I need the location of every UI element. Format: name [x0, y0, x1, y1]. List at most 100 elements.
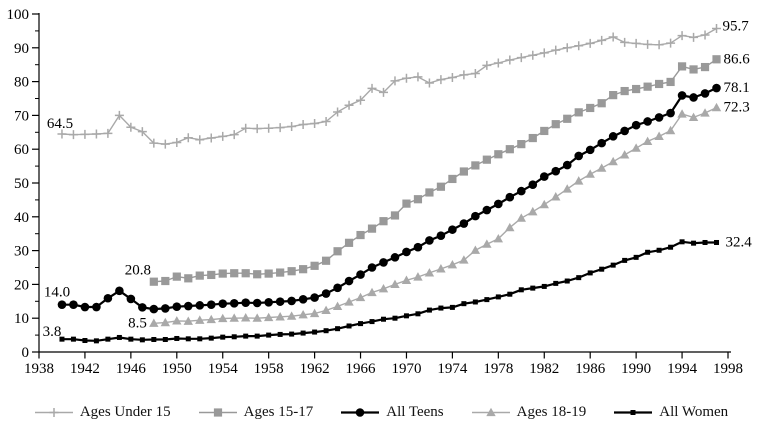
- triangle-marker-icon: [711, 102, 722, 112]
- circle-marker-icon: [149, 304, 159, 314]
- plus-marker-icon: [608, 32, 618, 42]
- series-line-ages-18-19: [153, 106, 717, 324]
- legend-item-ages-18-19: Ages 18-19: [471, 404, 586, 421]
- circle-marker-icon: [57, 300, 67, 309]
- square-marker-icon: [528, 133, 537, 143]
- plus-marker-icon: [401, 73, 411, 83]
- plus-marker-icon: [126, 122, 136, 132]
- plus-marker-icon: [172, 137, 182, 147]
- triangle-marker-icon: [688, 112, 699, 122]
- y-tick-label: 90: [14, 41, 29, 57]
- plus-marker-icon: [206, 133, 216, 143]
- triangle-marker-icon: [241, 313, 251, 322]
- triangle-marker-icon: [562, 184, 572, 193]
- triangle-marker-icon: [275, 312, 285, 321]
- circle-marker-icon: [195, 301, 205, 310]
- square-marker-icon: [632, 84, 641, 94]
- legend-marker-svg: [614, 410, 653, 415]
- plus-marker-icon: [160, 139, 170, 149]
- plus-marker-icon: [356, 95, 366, 105]
- square-marker-icon: [344, 238, 354, 247]
- square-marker-icon: [505, 145, 514, 154]
- circle-marker-icon: [390, 253, 400, 262]
- plus-marker-icon: [539, 48, 549, 58]
- circle-marker-icon: [80, 302, 90, 312]
- legend-label: Ages 15-17: [243, 403, 314, 420]
- small-square-marker-icon: [415, 311, 421, 317]
- plus-marker-icon: [264, 123, 274, 133]
- small-square-marker-icon: [277, 331, 283, 337]
- data-label: 3.8: [43, 324, 62, 340]
- circle-marker-icon: [539, 172, 549, 181]
- square-marker-icon: [609, 91, 618, 100]
- square-marker-icon: [700, 62, 710, 72]
- square-marker-icon: [321, 256, 331, 265]
- triangle-marker-icon: [355, 292, 366, 302]
- series-line-all-teens: [62, 87, 717, 311]
- legend-item-ages-under-15: Ages Under 15: [34, 404, 171, 421]
- small-square-marker-icon: [254, 333, 260, 339]
- plus-marker-icon: [137, 127, 147, 137]
- small-square-marker-icon: [691, 240, 697, 246]
- circle-marker-icon: [264, 298, 273, 307]
- x-tick-label: 1978: [483, 361, 513, 377]
- triangle-marker-icon: [401, 275, 412, 284]
- circle-marker-icon: [585, 145, 595, 155]
- square-marker-icon: [448, 174, 457, 184]
- square-marker-icon: [494, 150, 503, 159]
- circle-marker-icon: [183, 301, 193, 311]
- circle-marker-icon: [344, 276, 354, 286]
- square-marker-icon: [563, 114, 572, 123]
- square-marker-icon: [390, 211, 400, 220]
- square-marker-icon: [264, 269, 273, 278]
- circle-marker-icon: [471, 211, 480, 221]
- circle-marker-icon: [631, 120, 641, 130]
- plus-marker-icon: [333, 107, 343, 117]
- triangle-marker-icon: [528, 206, 538, 216]
- circle-marker-icon: [298, 294, 308, 304]
- data-label: 32.4: [726, 234, 753, 250]
- legend-item-ages-15-17: Ages 15-17: [198, 403, 314, 421]
- plus-marker-icon: [551, 45, 561, 55]
- triangle-marker-icon: [642, 136, 653, 146]
- plus-marker-icon: [68, 130, 78, 140]
- circle-marker-icon: [172, 302, 182, 312]
- triangle-marker-icon: [332, 301, 343, 310]
- data-label: 14.0: [44, 285, 70, 301]
- triangle-marker-icon: [608, 156, 618, 166]
- small-square-marker-icon: [116, 334, 122, 340]
- plus-marker-icon: [643, 39, 653, 49]
- small-square-marker-icon: [656, 247, 662, 253]
- legend-item-all-women: All Women: [613, 404, 728, 421]
- triangle-marker-icon: [206, 314, 216, 324]
- square-marker-icon: [597, 99, 606, 108]
- small-square-marker-icon: [220, 334, 226, 340]
- plus-marker-icon: [114, 110, 124, 120]
- circle-marker-icon: [666, 108, 675, 118]
- y-tick-label: 40: [14, 210, 29, 226]
- triangle-marker-icon: [229, 313, 239, 322]
- plus-marker-icon: [597, 35, 607, 45]
- triangle-marker-icon: [459, 255, 469, 264]
- small-square-marker-icon: [82, 338, 88, 344]
- square-marker-icon: [230, 269, 239, 278]
- square-marker-icon: [213, 408, 222, 417]
- y-tick-label: 10: [14, 311, 29, 327]
- small-square-marker-icon: [197, 336, 203, 342]
- small-square-marker-icon: [369, 319, 375, 325]
- plus-marker-icon: [505, 55, 515, 65]
- triangle-marker-icon: [470, 245, 481, 254]
- circle-marker-icon: [229, 299, 239, 308]
- small-square-marker-icon: [139, 337, 145, 343]
- square-marker-icon: [367, 224, 377, 233]
- square-marker-icon: [712, 55, 721, 64]
- circle-marker-icon: [562, 160, 572, 170]
- circle-marker-icon: [402, 247, 411, 257]
- circle-marker-icon: [161, 304, 170, 313]
- x-tick-label: 1958: [254, 361, 284, 377]
- y-tick-label: 30: [14, 244, 29, 260]
- x-tick-label: 1994: [667, 361, 698, 377]
- small-square-marker-icon: [702, 239, 708, 245]
- square-marker-icon: [310, 261, 319, 270]
- small-square-marker-icon: [645, 249, 651, 255]
